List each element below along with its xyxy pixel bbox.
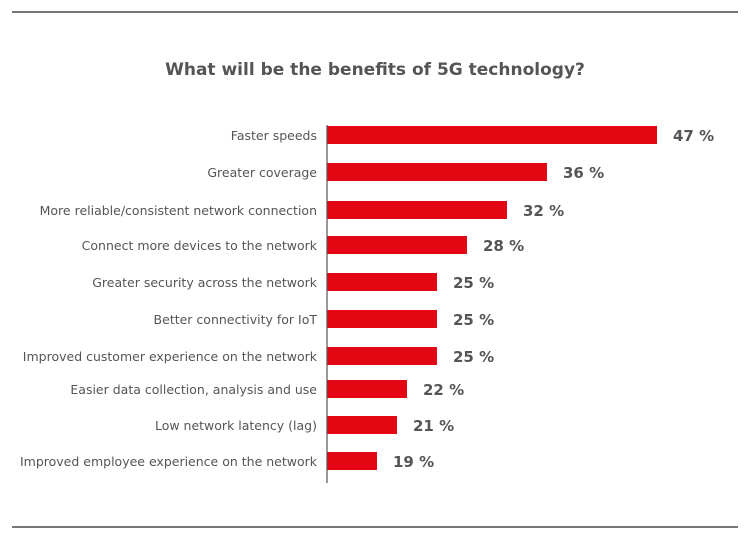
bar bbox=[327, 310, 437, 328]
category-label: More reliable/consistent network connect… bbox=[40, 203, 317, 218]
value-label: 47 % bbox=[673, 127, 714, 145]
value-label: 25 % bbox=[453, 311, 494, 329]
bottom-rule bbox=[12, 526, 738, 528]
value-label: 25 % bbox=[453, 348, 494, 366]
value-label: 21 % bbox=[413, 417, 454, 435]
bar bbox=[327, 236, 467, 254]
category-label: Easier data collection, analysis and use bbox=[70, 382, 317, 397]
value-label: 36 % bbox=[563, 164, 604, 182]
bar bbox=[327, 347, 437, 365]
value-label: 22 % bbox=[423, 381, 464, 399]
value-label: 19 % bbox=[393, 453, 434, 471]
category-label: Connect more devices to the network bbox=[82, 238, 318, 253]
category-label: Better connectivity for IoT bbox=[154, 312, 318, 327]
bar bbox=[327, 380, 407, 398]
value-label: 28 % bbox=[483, 237, 524, 255]
category-label: Low network latency (lag) bbox=[155, 418, 317, 433]
value-label: 32 % bbox=[523, 202, 564, 220]
category-label: Improved customer experience on the netw… bbox=[23, 349, 318, 364]
category-label: Greater security across the network bbox=[92, 275, 318, 290]
category-label: Faster speeds bbox=[231, 128, 317, 143]
bar bbox=[327, 163, 547, 181]
bar bbox=[327, 201, 507, 219]
category-label: Improved employee experience on the netw… bbox=[20, 454, 318, 469]
top-rule bbox=[12, 11, 738, 13]
category-label: Greater coverage bbox=[207, 165, 317, 180]
bar bbox=[327, 273, 437, 291]
chart-title: What will be the benefits of 5G technolo… bbox=[165, 60, 585, 80]
bar bbox=[327, 416, 397, 434]
bar bbox=[327, 126, 657, 144]
bar bbox=[327, 452, 377, 470]
value-label: 25 % bbox=[453, 274, 494, 292]
